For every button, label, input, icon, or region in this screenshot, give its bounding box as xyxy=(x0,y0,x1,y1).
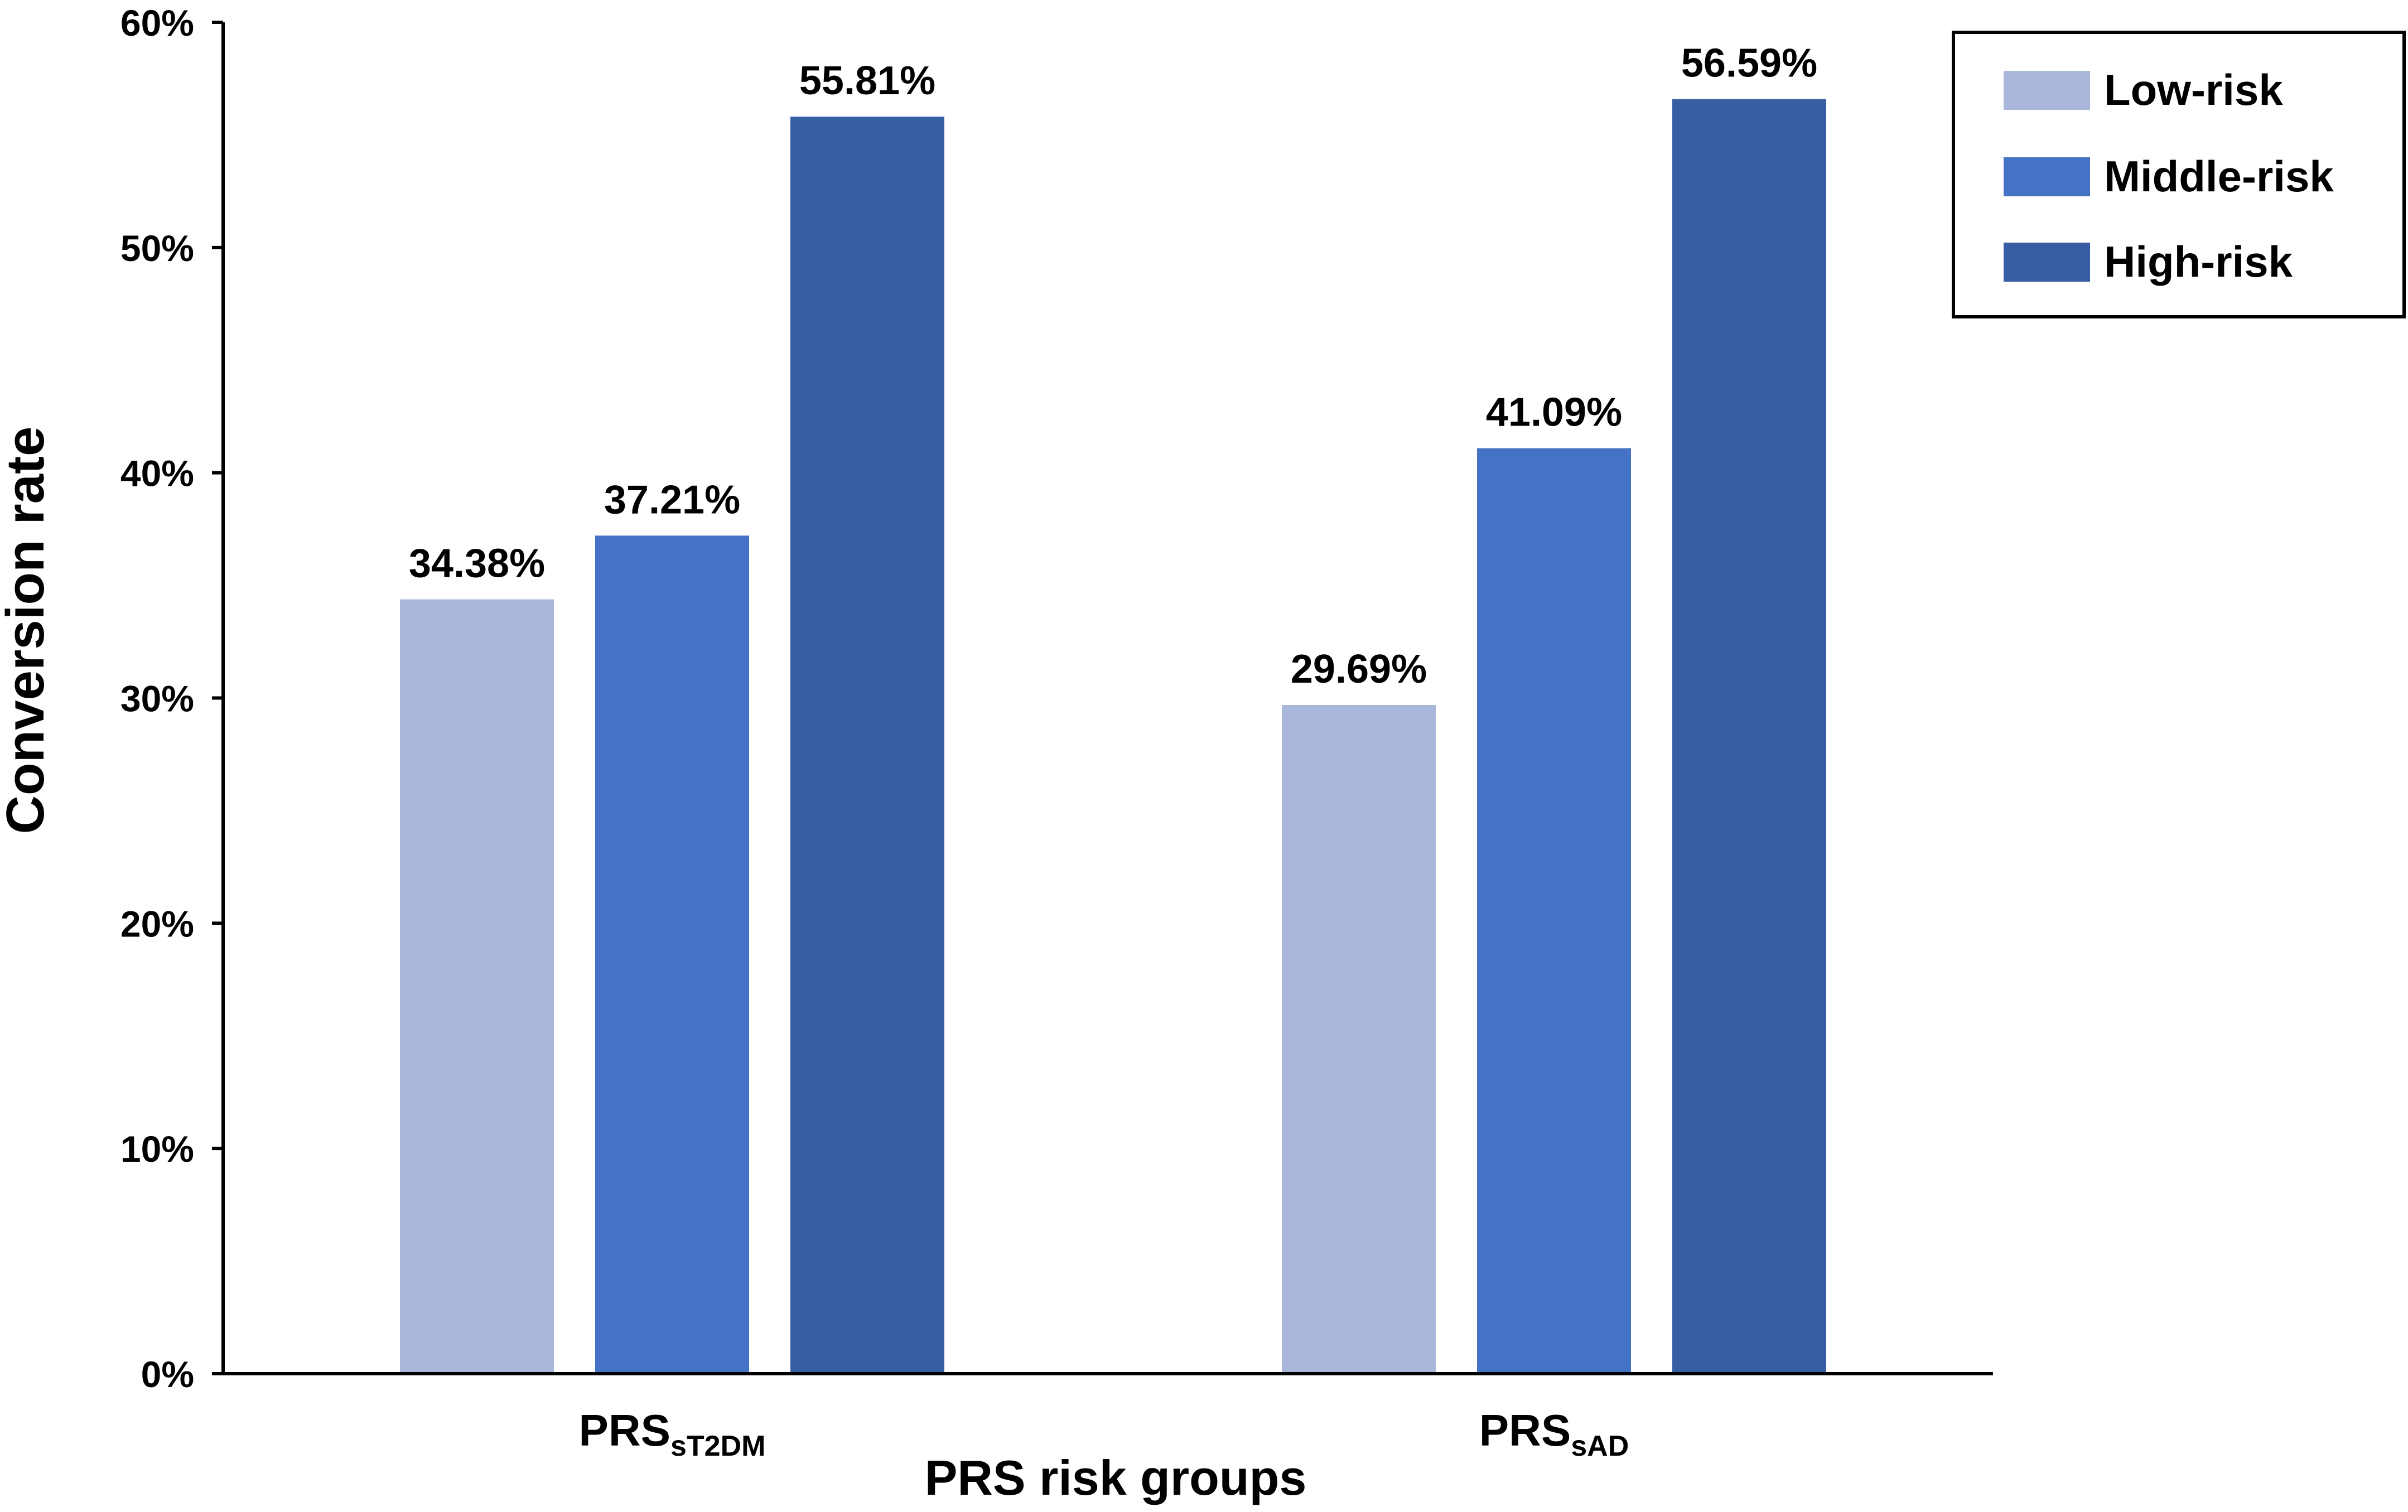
y-ticks-layer: 0% 10% 20% 30% 40% 50% 60% xyxy=(120,2,223,1395)
bar-1-0 xyxy=(595,535,749,1374)
y-tick-label-4: 40% xyxy=(120,453,194,494)
legend-label-1: Middle-risk xyxy=(2104,152,2334,201)
y-tick-label-1: 10% xyxy=(120,1128,194,1170)
legend-swatch-2 xyxy=(2004,243,2090,282)
y-axis-title: Conversion rate xyxy=(0,427,55,834)
legend-items: Low-risk Middle-risk High-risk xyxy=(2004,65,2334,286)
y-tick-label-5: 50% xyxy=(120,228,194,269)
data-label-0-0: 34.38% xyxy=(409,542,545,586)
legend-swatch-1 xyxy=(2004,157,2090,196)
data-label-2-1: 56.59% xyxy=(1681,41,1817,86)
bar-2-1 xyxy=(1672,99,1826,1374)
bar-0-0 xyxy=(400,599,554,1374)
bars-layer xyxy=(400,99,1826,1374)
y-tick-label-3: 30% xyxy=(120,678,194,719)
x-tick-label-0: PRSsT2DM xyxy=(579,1405,766,1462)
x-tick-label-sub-1: sAD xyxy=(1571,1430,1629,1462)
data-label-2-0: 55.81% xyxy=(799,59,935,103)
x-axis-title: PRS risk groups xyxy=(925,1450,1307,1505)
data-labels-layer: 34.38% 29.69% 37.21% 41.09% 55.81% 56.59% xyxy=(409,41,1817,692)
y-tick-label-6: 60% xyxy=(120,2,194,44)
data-label-1-1: 41.09% xyxy=(1486,390,1622,435)
x-tick-label-main-0: PRS xyxy=(579,1405,671,1455)
legend: Low-risk Middle-risk High-risk xyxy=(1952,31,2406,318)
data-label-1-0: 37.21% xyxy=(604,477,740,522)
y-tick-label-0: 0% xyxy=(141,1354,194,1395)
bar-0-1 xyxy=(1282,705,1436,1374)
x-ticks-layer: PRSsT2DM PRSsAD xyxy=(579,1405,1629,1462)
x-tick-label-1: PRSsAD xyxy=(1479,1405,1629,1462)
bar-1-1 xyxy=(1477,448,1631,1374)
x-tick-label-sub-0: sT2DM xyxy=(670,1430,765,1462)
bar-2-0 xyxy=(790,117,944,1374)
legend-label-0: Low-risk xyxy=(2104,65,2283,114)
legend-swatch-0 xyxy=(2004,71,2090,110)
x-tick-label-main-1: PRS xyxy=(1479,1405,1571,1455)
legend-label-2: High-risk xyxy=(2104,237,2293,286)
data-label-0-1: 29.69% xyxy=(1291,647,1427,692)
y-tick-label-2: 20% xyxy=(120,903,194,944)
